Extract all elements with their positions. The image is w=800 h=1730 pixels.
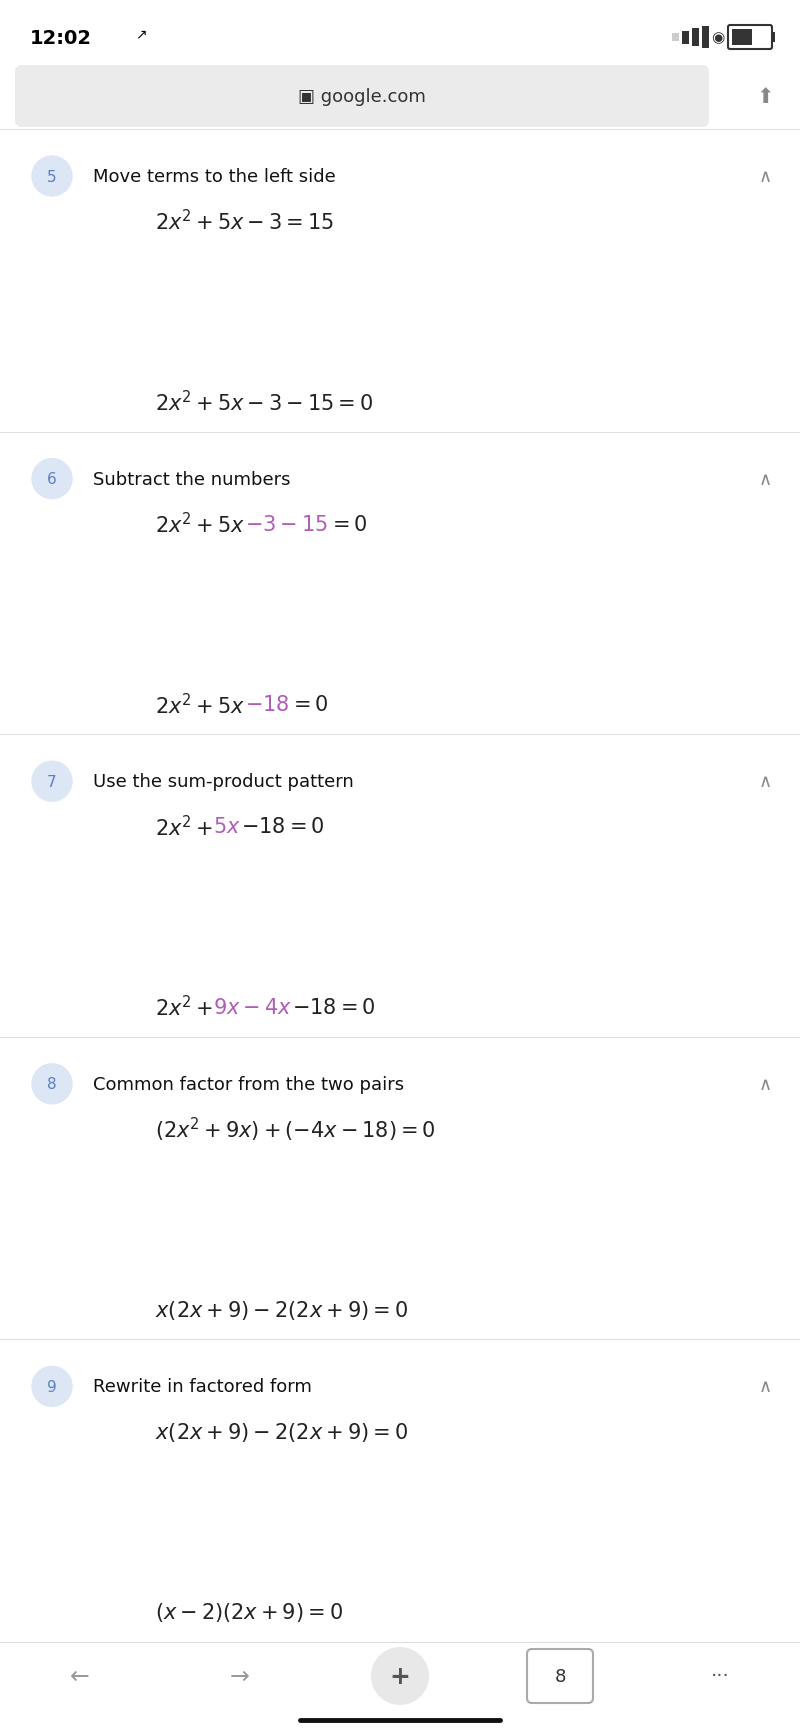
Text: $-3-15$: $-3-15$ xyxy=(245,514,328,535)
Text: ∧: ∧ xyxy=(759,1074,772,1093)
Text: ←: ← xyxy=(70,1664,90,1688)
Text: 8: 8 xyxy=(47,1076,57,1092)
Text: $2x^2 + 5x - 3 - 15 = 0$: $2x^2 + 5x - 3 - 15 = 0$ xyxy=(155,389,374,415)
Text: $(x - 2)(2x + 9) = 0$: $(x - 2)(2x + 9) = 0$ xyxy=(155,1600,343,1623)
Text: $ = 0$: $ = 0$ xyxy=(290,695,329,714)
Text: $2x^2 + $: $2x^2 + $ xyxy=(155,995,213,1019)
Text: ∧: ∧ xyxy=(759,1377,772,1396)
Text: $x(2x + 9) - 2(2x + 9) = 0$: $x(2x + 9) - 2(2x + 9) = 0$ xyxy=(155,1420,408,1443)
Text: Use the sum-product pattern: Use the sum-product pattern xyxy=(93,773,354,791)
Text: 8: 8 xyxy=(554,1668,566,1685)
Text: Common factor from the two pairs: Common factor from the two pairs xyxy=(93,1074,404,1093)
Circle shape xyxy=(32,761,72,801)
Bar xyxy=(682,31,689,45)
Bar xyxy=(672,35,679,42)
Text: $9x-4x$: $9x-4x$ xyxy=(213,996,292,1017)
Text: $2x^2 + $: $2x^2 + $ xyxy=(155,815,213,839)
Text: ···: ··· xyxy=(710,1666,730,1685)
Text: ▣ google.com: ▣ google.com xyxy=(298,88,426,106)
Text: $x(2x + 9) - 2(2x + 9) = 0$: $x(2x + 9) - 2(2x + 9) = 0$ xyxy=(155,1298,408,1322)
Text: ∧: ∧ xyxy=(759,471,772,488)
Text: ◉: ◉ xyxy=(711,31,725,45)
Circle shape xyxy=(32,1064,72,1104)
Bar xyxy=(702,28,709,48)
Circle shape xyxy=(32,157,72,197)
Circle shape xyxy=(32,1367,72,1406)
Text: Subtract the numbers: Subtract the numbers xyxy=(93,471,290,488)
FancyBboxPatch shape xyxy=(527,1649,593,1702)
Text: Rewrite in factored form: Rewrite in factored form xyxy=(93,1377,312,1396)
FancyBboxPatch shape xyxy=(728,26,772,50)
Text: +: + xyxy=(390,1664,410,1688)
Bar xyxy=(692,29,699,47)
Text: ↗: ↗ xyxy=(135,28,146,42)
Text: 12:02: 12:02 xyxy=(30,28,92,47)
Text: →: → xyxy=(230,1664,250,1688)
Circle shape xyxy=(371,1647,429,1706)
Text: ⬆: ⬆ xyxy=(756,86,774,107)
Text: $2x^2 + 5x$: $2x^2 + 5x$ xyxy=(155,512,245,536)
Text: $ = 0$: $ = 0$ xyxy=(328,514,367,535)
Text: $ - 18 = 0$: $ - 18 = 0$ xyxy=(292,996,375,1017)
Text: $(2x^2 + 9x) + (-4x - 18) = 0$: $(2x^2 + 9x) + (-4x - 18) = 0$ xyxy=(155,1116,436,1144)
Text: ∧: ∧ xyxy=(759,773,772,791)
Text: $2x^2 + 5x - 3 = 15$: $2x^2 + 5x - 3 = 15$ xyxy=(155,209,334,235)
Text: $ - 18 = 0$: $ - 18 = 0$ xyxy=(241,817,324,837)
Text: 9: 9 xyxy=(47,1379,57,1394)
Bar xyxy=(732,29,752,47)
FancyBboxPatch shape xyxy=(15,66,709,128)
Text: $5x$: $5x$ xyxy=(213,817,241,837)
Text: ∧: ∧ xyxy=(759,168,772,185)
Circle shape xyxy=(32,460,72,500)
Text: 7: 7 xyxy=(47,775,57,789)
Text: 5: 5 xyxy=(47,170,57,185)
Text: $-18$: $-18$ xyxy=(245,695,290,714)
Text: $2x^2 + 5x$: $2x^2 + 5x$ xyxy=(155,692,245,718)
Text: Move terms to the left side: Move terms to the left side xyxy=(93,168,336,185)
Text: 6: 6 xyxy=(47,472,57,486)
Bar xyxy=(771,33,775,43)
